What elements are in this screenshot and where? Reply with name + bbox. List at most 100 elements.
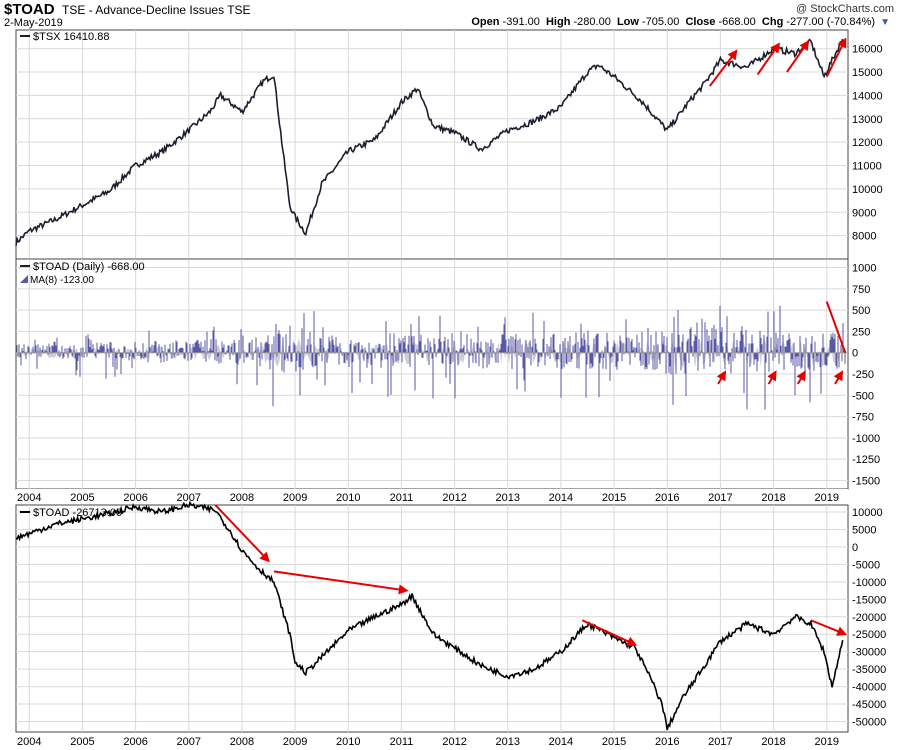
upper-axis-xtick-label: 2007 [177,492,201,504]
cumulative-panel-frame [15,504,849,733]
upper-axis-xtick-label: 2004 [17,492,41,504]
cumulative-trend-arrow [214,504,270,563]
chg-value: -277.00 (-70.84%) [786,16,876,28]
lower-axis-xtick-label: 2018 [761,736,785,748]
cumulative-panel-ytick-label: -25000 [852,629,886,641]
histogram-panel-ytick-label: -1500 [852,475,880,487]
price-panel-ytick-label: 11000 [852,161,882,173]
cumulative-panel-ytick-label: -45000 [852,699,886,711]
lower-axis-xtick-label: 2011 [390,736,414,748]
stockcharts-watermark: @ StockCharts.com [796,3,894,15]
histogram-arrow [716,370,727,385]
upper-axis-xtick-label: 2008 [230,492,254,504]
upper-axis-xtick-label: 2016 [655,492,679,504]
upper-axis-xtick-label: 2012 [442,492,466,504]
histogram-trend-line [825,301,847,354]
histogram-panel-ytick-label: -750 [852,412,874,424]
ma-legend-icon [20,275,28,283]
cumulative-panel-ytick-label: -35000 [852,664,886,676]
chg-label: Chg [761,16,784,28]
histogram-panel-ytick-label: 250 [852,326,870,338]
upper-axis-xtick-label: 2005 [70,492,94,504]
upper-axis-xtick-label: 2011 [390,492,414,504]
upper-axis-xtick-label: 2006 [123,492,147,504]
quote-summary: Open -391.00 High -280.00 Low -705.00 Cl… [471,16,890,28]
price-panel-ytick-label: 10000 [852,184,883,196]
price-panel: 8000 9000 10000 11000 12000 13000 14000 15000 16… [15,29,883,260]
lower-axis-xtick-label: 2008 [230,736,254,748]
upper-axis-xtick-label: 2010 [336,492,360,504]
price-panel-ytick-label: 13000 [852,114,883,126]
lower-axis-xtick-label: 2017 [708,736,732,748]
lower-axis-xtick-label: 2016 [655,736,679,748]
dropdown-triangle-icon[interactable]: ▼ [880,17,890,28]
symbol-label: $TOAD [4,1,55,18]
price-panel-ytick-label: 14000 [852,90,883,102]
close-label: Close [685,16,716,28]
price-panel-ytick-label: 15000 [852,67,883,79]
symbol-description: TSE - Advance-Decline Issues TSE [62,3,251,17]
upper-axis-xtick-label: 2017 [708,492,732,504]
upper-axis-xtick-label: 2009 [283,492,307,504]
price-panel-ytick-label: 9000 [852,207,876,219]
cumulative-panel-ytick-label: -30000 [852,647,886,659]
cumulative-trend-arrow [273,570,409,595]
upper-axis-xtick-label: 2014 [549,492,573,504]
chart-date: 2-May-2019 [4,17,63,29]
cumulative-ad-panel: 10000 5000 0 -5000 -10000 -15000 -20000 -25000 -… [15,500,886,733]
price-panel-ytick-label: 12000 [852,137,883,149]
lower-axis-xtick-label: 2014 [549,736,573,748]
lower-axis-xtick-label: 2013 [496,736,520,748]
exchange-text: TSE [227,3,251,17]
tsx-price-line [15,38,844,246]
lower-axis-xtick-label: 2019 [814,736,838,748]
tsx-legend: $TSX 16410.88 [33,31,109,43]
lower-axis-xtick-label: 2010 [336,736,360,748]
ma-legend: MA(8) -123.00 [30,275,94,286]
upper-axis-xtick-label: 2015 [602,492,626,504]
close-value: -668.00 [718,16,756,28]
price-trend-arrow [708,49,738,87]
cumulative-panel-ytick-label: -40000 [852,682,886,694]
x-axis-lower: 2004 2005 2006 2007 2008 2009 2010 2011 2012 2013… [17,736,839,748]
toad-daily-legend: $TOAD (Daily) -668.00 [33,261,145,273]
lower-axis-xtick-label: 2012 [442,736,466,748]
high-label: High [545,16,571,28]
open-value: -391.00 [502,16,540,28]
histogram-arrow [767,370,777,385]
cumulative-panel-ytick-label: -15000 [852,594,886,606]
lower-axis-xtick-label: 2006 [123,736,147,748]
price-panel-ytick-label: 16000 [852,44,883,56]
cumulative-panel-ytick-label: 5000 [852,524,876,536]
lower-axis-xtick-label: 2015 [602,736,626,748]
toad-cumulative-line [15,500,844,731]
description-text: TSE - Advance-Decline Issues [62,3,225,17]
cumulative-panel-ytick-label: -20000 [852,612,886,624]
histogram-arrow [833,370,844,385]
breadth-histogram-panel: 1000 750 500 250 0 -250 -500 -750 -1000 -1250 -150… [15,258,880,490]
upper-axis-xtick-label: 2019 [814,492,838,504]
histogram-arrow [796,370,806,385]
histogram-panel-ytick-label: -1000 [852,433,880,445]
price-trend-arrow [786,40,810,73]
cumulative-panel-ytick-label: -5000 [852,559,880,571]
high-value: -280.00 [573,16,611,28]
cumulative-panel-ytick-label: -50000 [852,717,886,729]
toad-cumulative-legend: $TOAD -26713.00 [33,507,122,519]
price-panel-frame [15,29,849,260]
open-label: Open [471,16,500,28]
upper-axis-xtick-label: 2018 [761,492,785,504]
lower-axis-xtick-label: 2009 [283,736,307,748]
histogram-panel-ytick-label: -250 [852,369,874,381]
price-panel-ytick-label: 8000 [852,231,876,243]
x-axis-upper: 2004 2005 2006 2007 2008 2009 2010 2011 2012 2013… [16,489,848,505]
x-axis-upper-band [16,489,848,505]
cumulative-panel-ytick-label: 10000 [852,507,883,519]
price-trend-arrow [756,42,781,75]
cumulative-trend-arrow [810,619,848,636]
lower-axis-xtick-label: 2007 [177,736,201,748]
lower-axis-xtick-label: 2004 [17,736,41,748]
cumulative-trend-arrow [581,619,638,646]
histogram-panel-ytick-label: -1250 [852,454,880,466]
